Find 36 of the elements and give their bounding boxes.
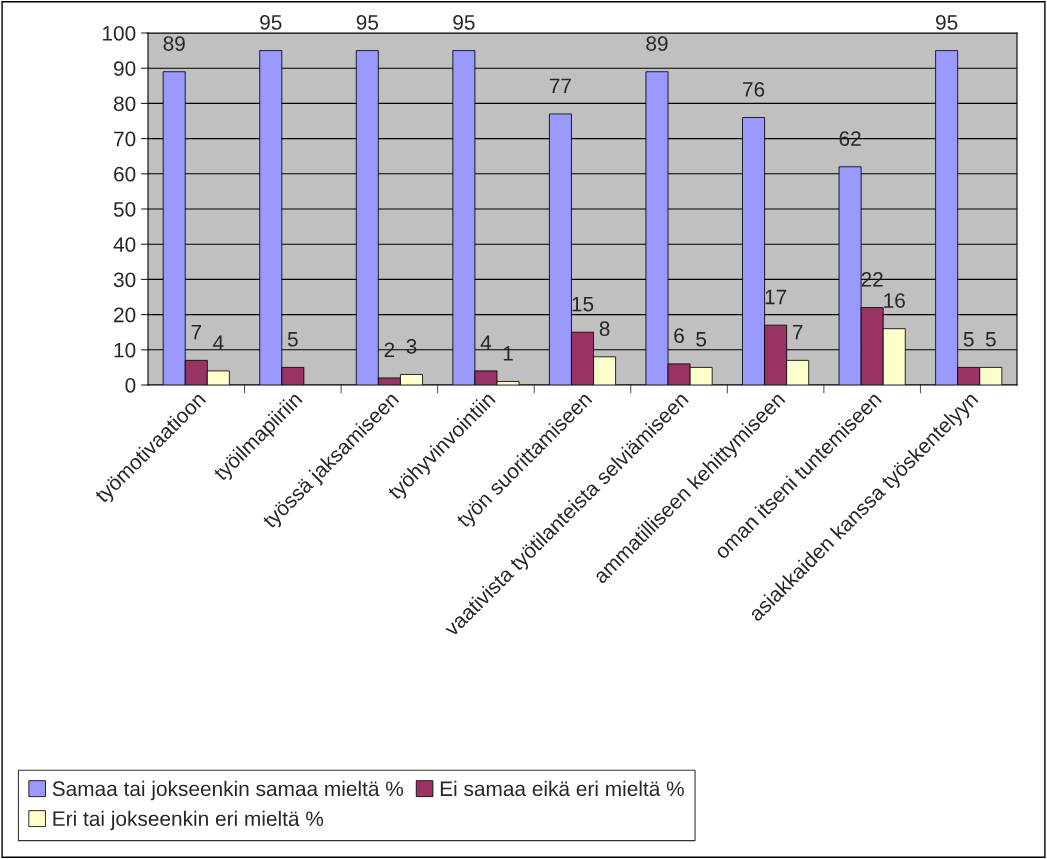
y-tick-label: 50 [113, 202, 136, 217]
data-label: 5 [963, 332, 974, 347]
data-label: 16 [884, 293, 905, 308]
y-tick-label: 10 [114, 342, 136, 358]
data-label: 5 [985, 332, 996, 347]
y-tick-label: 40 [113, 237, 136, 252]
data-label: 77 [549, 78, 571, 93]
y-tick-label: 0 [125, 378, 136, 393]
data-label: 5 [287, 332, 298, 347]
legend-label: Eri tai jokseenkin eri mieltä % [53, 810, 324, 831]
data-label: 17 [765, 289, 787, 305]
data-label: 1 [503, 346, 513, 361]
data-label: 7 [191, 325, 202, 340]
data-label: 8 [599, 321, 610, 337]
y-tick-label: 70 [114, 131, 136, 147]
data-label: 89 [646, 36, 668, 51]
legend-label: Ei samaa eikä eri mieltä % [440, 780, 684, 797]
y-tick-label: 60 [114, 166, 136, 182]
data-label: 5 [696, 332, 707, 347]
data-label: 6 [674, 328, 684, 344]
y-tick-label: 20 [114, 307, 136, 323]
data-label: 95 [260, 15, 282, 30]
y-tick-label: 80 [113, 96, 136, 112]
data-label: 95 [936, 15, 958, 30]
data-label: 15 [572, 296, 594, 312]
data-label: 7 [792, 325, 803, 340]
data-label: 95 [356, 15, 379, 30]
y-tick-label: 30 [113, 272, 136, 288]
data-label: 95 [453, 15, 475, 30]
data-label: 76 [743, 81, 765, 97]
y-tick-label: 100 [103, 26, 136, 41]
legend-label: Samaa tai jokseenkin samaa mieltä % [52, 780, 404, 801]
data-label: 4 [213, 335, 224, 350]
y-tick-label: 90 [114, 61, 136, 76]
data-label: 4 [480, 335, 492, 350]
data-label: 89 [163, 36, 185, 51]
